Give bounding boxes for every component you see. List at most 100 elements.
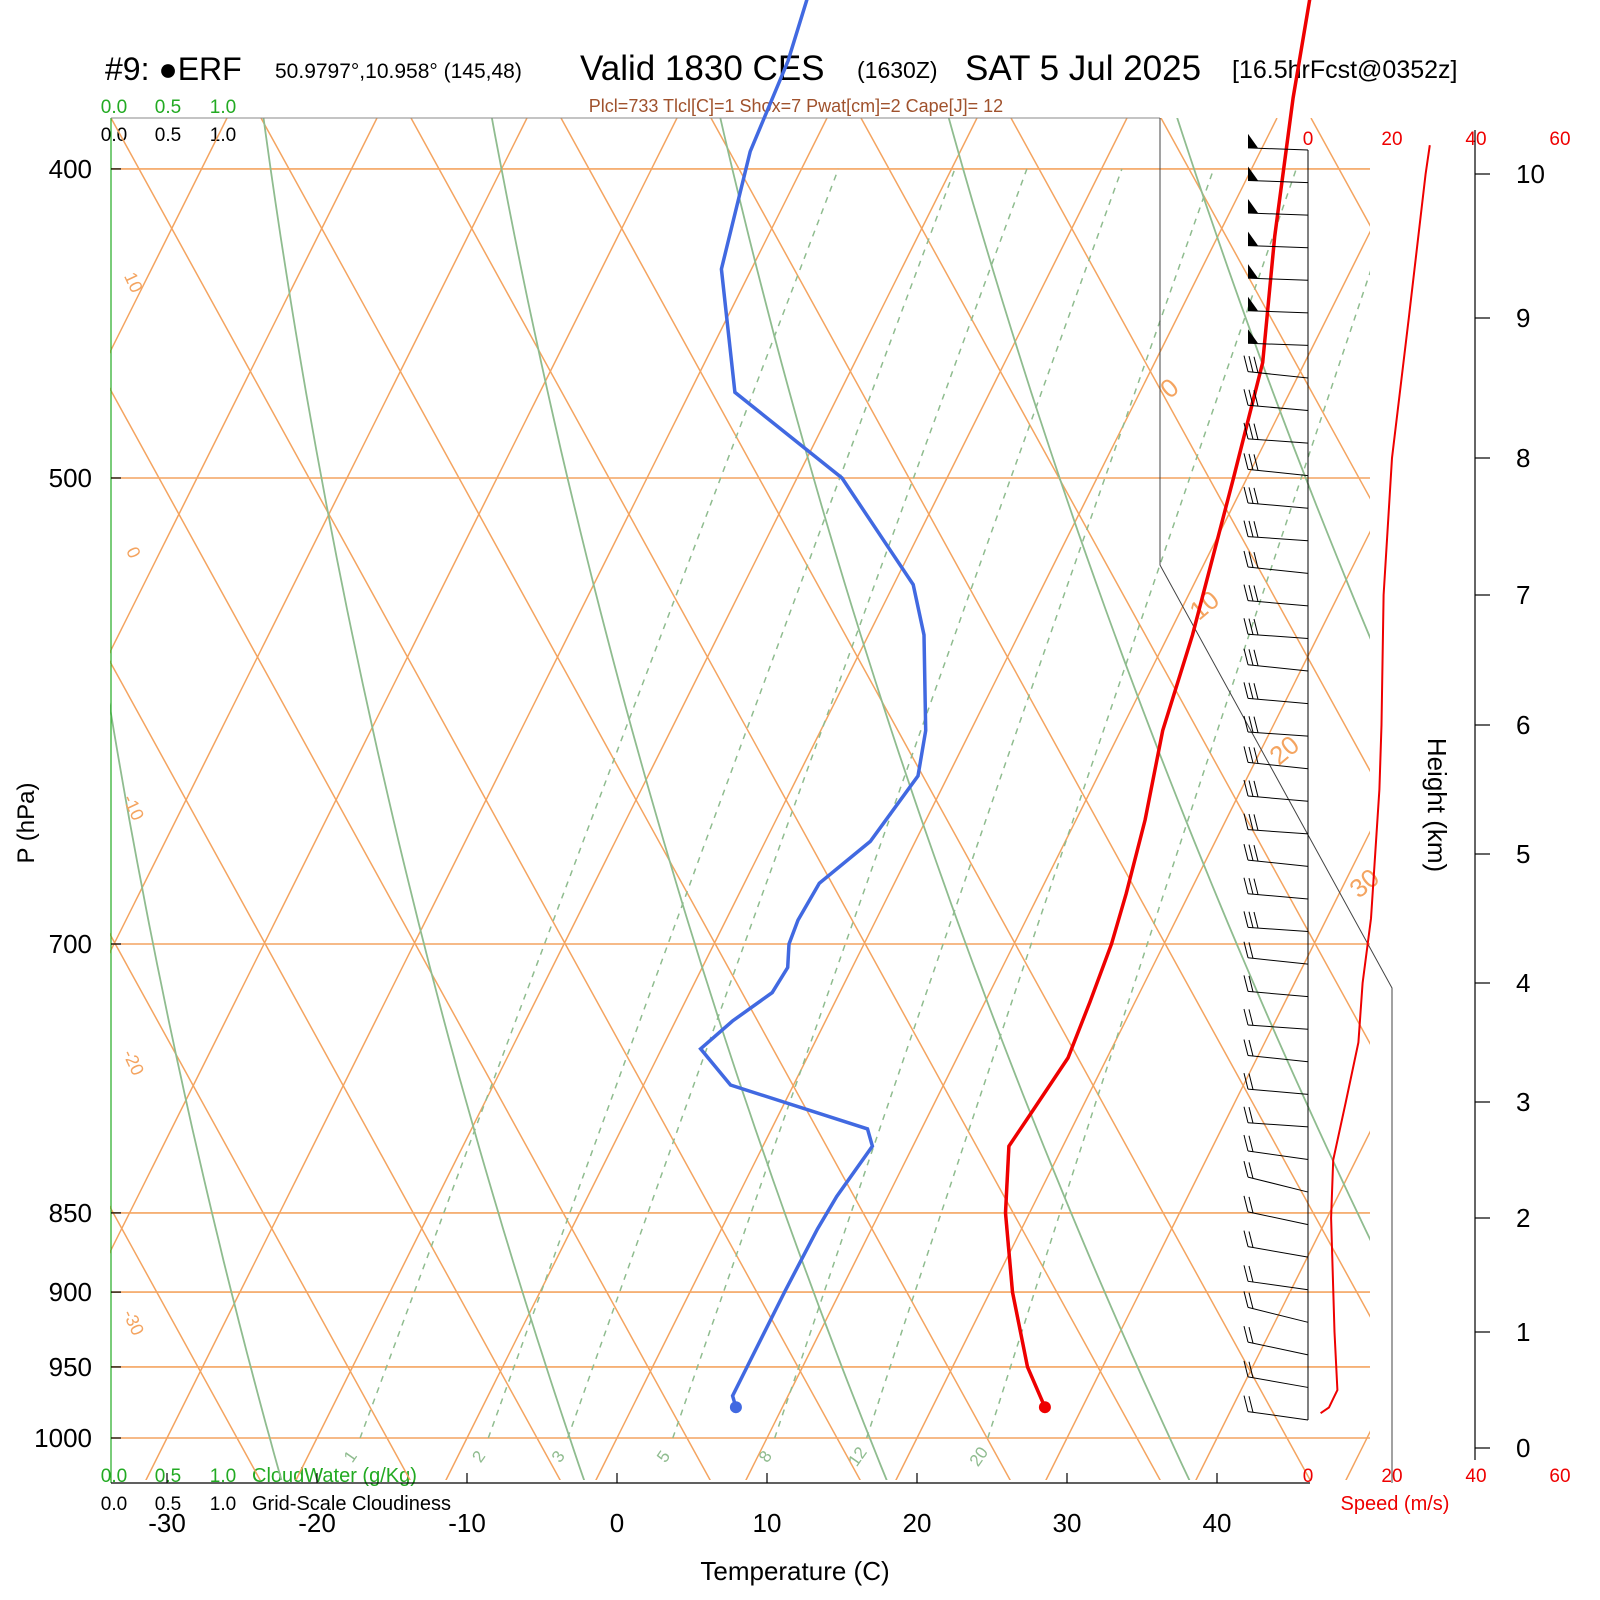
wind-barb-feather-26-2: [1253, 551, 1259, 569]
wind-barb-feather-16-2: [1253, 878, 1259, 895]
wind-barb-14: [1243, 941, 1309, 965]
wind-barb-staff-35: [1247, 277, 1309, 281]
wind-barb-feather-18-2: [1253, 814, 1259, 831]
x-tick-label-10: 10: [753, 1508, 782, 1538]
wind-barb-30: [1243, 422, 1309, 444]
isotherm-desc-2: [410, 118, 1161, 1480]
temperature-surface-marker: [1038, 1401, 1051, 1414]
wind-barb-flag-36: [1248, 231, 1258, 246]
wind-barb-feather-30-1: [1248, 423, 1254, 440]
isotherm-label-left-4: -30: [119, 1306, 148, 1338]
wind-barb-staff-13: [1247, 990, 1309, 998]
height-axis-label: Height (km): [1422, 738, 1452, 872]
wind-barb-feather-13-1: [1248, 975, 1254, 992]
wind-barb-flag-34: [1248, 296, 1258, 311]
wind-barb-16: [1243, 877, 1309, 900]
wind-barb-feather-25-1: [1248, 584, 1254, 602]
wind-barb-9: [1243, 1106, 1309, 1128]
adiabat-310: [719, 118, 1191, 1480]
cloud-water-tick-top-1: 0.5: [155, 97, 181, 118]
wind-barb-feather-8-0: [1243, 1134, 1249, 1152]
wind-barb-feather-23-2: [1253, 649, 1259, 666]
temperature-axis-ticks: -30 -20 -10 0 10 20 30 40: [148, 1473, 1231, 1538]
wind-barb-feather-27-0: [1243, 520, 1249, 537]
isotherm--40: [110, 118, 678, 1254]
wind-barb-feather-27-1: [1248, 520, 1254, 538]
dry-adiabat-lines: [110, 0, 1600, 1506]
height-tick-label-4: 4: [1516, 968, 1530, 998]
isotherm--70: [110, 118, 228, 354]
wind-barb-feather-29-1: [1248, 453, 1254, 470]
wind-barb-staff-14: [1247, 957, 1309, 965]
mixing-ratio-20: [987, 270, 1370, 1439]
forecast-label: [16.5hrFcst@0352z]: [1232, 56, 1458, 84]
x-tick-label-20: 20: [903, 1508, 932, 1538]
adiabat-370: [1198, 0, 1600, 1506]
speed-tick-bottom-2: 40: [1465, 1466, 1486, 1487]
wind-barb-18: [1243, 813, 1309, 835]
wind-barb-4: [1243, 1265, 1309, 1291]
wind-barb-feather-6-1: [1248, 1196, 1254, 1214]
wind-barb-1: [1243, 1360, 1309, 1388]
wind-barb-feather-16-0: [1243, 877, 1249, 894]
wind-barb-feather-19-1: [1248, 780, 1254, 797]
wind-barb-feather-29-0: [1243, 453, 1249, 470]
isotherm-label-left-1: 0: [122, 544, 144, 562]
wind-barb-staff-30: [1247, 438, 1309, 444]
wind-barb-feather-14-0: [1243, 941, 1249, 958]
wind-barb-feather-22-0: [1243, 682, 1249, 699]
p-tick-label-950: 950: [49, 1352, 92, 1382]
mixing-ratio-label-2: 2: [468, 1447, 489, 1466]
wind-barb-staff-17: [1247, 859, 1309, 867]
wind-speed-profile: [1320, 145, 1431, 1415]
wind-barb-feather-12-1: [1248, 1009, 1254, 1026]
wind-barb-feather-23-1: [1248, 649, 1254, 666]
wind-barb-feather-11-0: [1243, 1039, 1249, 1056]
wind-barb-feather-23-0: [1243, 648, 1249, 665]
isotherm-lines: [110, 118, 1370, 1480]
wind-barb-20: [1243, 746, 1309, 770]
wind-barb-feather-13-0: [1243, 975, 1249, 992]
isotherm-label-left-3: -20: [119, 1046, 148, 1078]
adiabat-250: [110, 702, 283, 1480]
wind-barb-feather-3-0: [1243, 1291, 1249, 1308]
wind-barb-feather-1-0: [1243, 1360, 1249, 1377]
wind-barb-24: [1243, 618, 1309, 639]
isotherm-desc--1: [110, 387, 711, 1480]
mixing-ratio-3: [566, 168, 1028, 1439]
cloud-water-tick-top-0: 0.0: [101, 97, 127, 118]
wind-barb-39: [1247, 133, 1309, 151]
wind-barb-feather-17-1: [1248, 844, 1254, 861]
temperature-trace: [1003, 0, 1312, 1408]
wind-barb-feather-24-0: [1243, 618, 1249, 635]
wind-barb-feather-28-0: [1243, 486, 1249, 504]
wind-barb-12: [1243, 1008, 1309, 1030]
wind-barb-feather-15-2: [1253, 911, 1259, 929]
dewpoint-trace: [698, 0, 928, 1408]
isotherm-desc-0: [110, 118, 861, 1480]
wind-barb-feather-27-2: [1253, 521, 1259, 538]
isotherm-desc--2: [110, 660, 561, 1480]
speed-tick-bottom-3: 60: [1549, 1466, 1570, 1487]
wind-barb-staff-38: [1247, 179, 1309, 184]
speed-tick-top-1: 20: [1381, 129, 1402, 150]
wind-barb-feather-31-1: [1248, 389, 1254, 406]
wind-barb-33: [1247, 329, 1309, 346]
wind-barb-feather-29-2: [1253, 454, 1259, 471]
speed-axis-label: Speed (m/s): [1341, 1493, 1450, 1515]
cloudiness-label: Grid-Scale Cloudiness: [252, 1493, 451, 1515]
wind-barb-staff-29: [1247, 468, 1309, 477]
pressure-axis-ticks: 2503004005007008509009501000: [34, 154, 121, 1453]
p-tick-label-400: 400: [49, 154, 92, 184]
wind-barb-22: [1243, 682, 1309, 705]
isotherm-40: [1195, 1130, 1370, 1480]
speed-tick-bottom-0: 0: [1303, 1466, 1314, 1487]
wind-barb-feather-31-2: [1253, 390, 1259, 407]
wind-barb-flag-37: [1248, 199, 1258, 214]
wind-barb-34: [1247, 296, 1309, 314]
isobar-lines: [111, 168, 1370, 1439]
wind-barb-feather-19-2: [1253, 780, 1259, 798]
isotherm-50: [1345, 1430, 1370, 1480]
wind-barb-staff-34: [1247, 310, 1309, 314]
